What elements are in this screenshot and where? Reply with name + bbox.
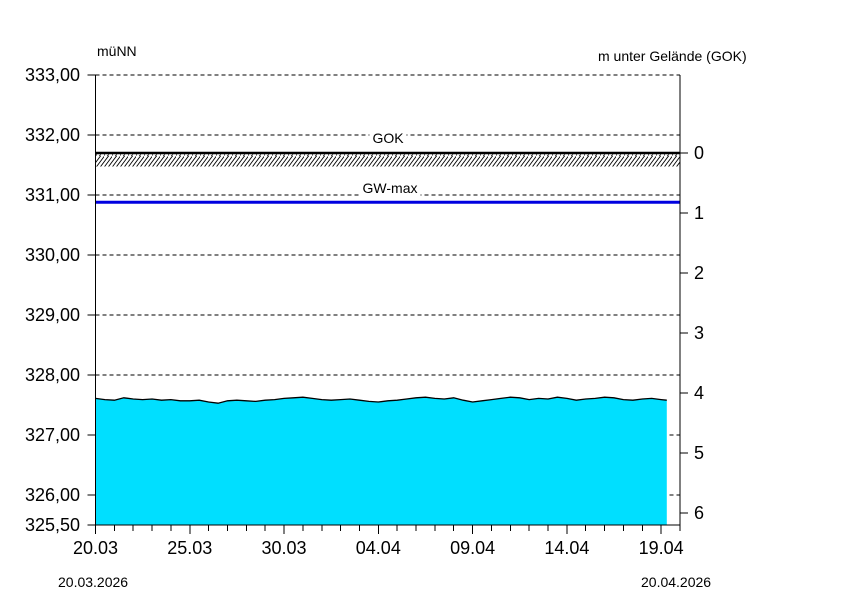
left-axis-tick-label: 330,00 (24, 245, 80, 265)
left-axis-tick-label: 332,00 (24, 125, 80, 145)
groundwater-area (95, 397, 667, 525)
gok-hatch-band (95, 154, 680, 167)
right-axis-tick-label: 2 (694, 263, 705, 283)
left-axis-tick-label: 326,00 (24, 485, 80, 505)
x-axis-tick-label: 09.04 (450, 538, 496, 558)
x-axis-end-date: 20.04.2026 (641, 574, 712, 590)
x-axis-tick-label: 04.04 (355, 538, 401, 558)
x-axis-tick-label: 25.03 (167, 538, 213, 558)
left-axis-tick-label: 331,00 (24, 185, 80, 205)
left-axis-tick-label: 325,50 (24, 515, 80, 535)
right-axis-tick-label: 3 (694, 323, 705, 343)
gok-line-label: GOK (369, 130, 407, 146)
right-axis-tick-label: 4 (694, 383, 705, 403)
gw-max-line-label: GW-max (359, 180, 421, 196)
left-axis-title: müNN (97, 43, 137, 59)
x-axis-start-date: 20.03.2026 (58, 574, 129, 590)
left-axis-tick-label: 327,00 (24, 425, 80, 445)
right-axis-tick-label: 1 (694, 203, 705, 223)
left-axis-tick-label: 333,00 (24, 65, 80, 85)
x-axis-tick-label: 19.04 (638, 538, 684, 558)
x-axis-tick-label: 20.03 (72, 538, 119, 558)
left-axis-tick-label: 329,00 (24, 305, 80, 325)
left-axis-tick-label: 328,00 (24, 365, 80, 385)
x-axis-tick-label: 30.03 (261, 538, 307, 558)
groundwater-level-line (95, 396, 667, 404)
right-axis-tick-label: 6 (694, 503, 705, 523)
x-axis-tick-label: 14.04 (544, 538, 590, 558)
right-axis-title: m unter Gelände (GOK) (598, 48, 747, 64)
right-axis-tick-label: 5 (694, 443, 705, 463)
right-axis-tick-label: 0 (694, 143, 705, 163)
